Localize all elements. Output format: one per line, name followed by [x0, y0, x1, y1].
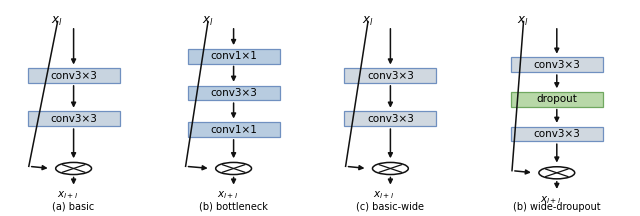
Text: conv3×3: conv3×3	[533, 60, 580, 70]
Text: conv3×3: conv3×3	[533, 129, 580, 139]
Text: dropout: dropout	[536, 94, 577, 104]
Text: conv3×3: conv3×3	[50, 114, 97, 124]
Text: $x_l$: $x_l$	[517, 15, 529, 28]
FancyBboxPatch shape	[188, 122, 280, 137]
FancyBboxPatch shape	[28, 111, 120, 126]
Text: conv1×1: conv1×1	[210, 125, 257, 135]
FancyBboxPatch shape	[28, 68, 120, 83]
Text: conv1×1: conv1×1	[210, 51, 257, 61]
Text: $x_l$: $x_l$	[202, 15, 213, 28]
FancyBboxPatch shape	[511, 127, 603, 141]
Text: conv3×3: conv3×3	[210, 88, 257, 98]
FancyBboxPatch shape	[188, 49, 280, 64]
Text: conv3×3: conv3×3	[367, 71, 414, 81]
Text: $x_{l+l}$: $x_{l+l}$	[373, 190, 395, 202]
Text: (b) wide-droupout: (b) wide-droupout	[513, 202, 600, 212]
Text: $x_l$: $x_l$	[51, 15, 63, 28]
Text: $x_{l+l}$: $x_{l+l}$	[540, 194, 561, 206]
Text: conv3×3: conv3×3	[50, 71, 97, 81]
Text: conv3×3: conv3×3	[367, 114, 414, 124]
FancyBboxPatch shape	[511, 57, 603, 72]
FancyBboxPatch shape	[344, 68, 436, 83]
Text: $x_l$: $x_l$	[362, 15, 373, 28]
Text: (c) basic-wide: (c) basic-wide	[356, 202, 424, 212]
FancyBboxPatch shape	[188, 86, 280, 100]
Text: $x_{l+l}$: $x_{l+l}$	[216, 190, 238, 202]
FancyBboxPatch shape	[511, 92, 603, 107]
Text: (b) bottleneck: (b) bottleneck	[199, 202, 268, 212]
FancyBboxPatch shape	[344, 111, 436, 126]
Text: (a) basic: (a) basic	[52, 202, 95, 212]
Text: $x_{l+l}$: $x_{l+l}$	[56, 190, 78, 202]
